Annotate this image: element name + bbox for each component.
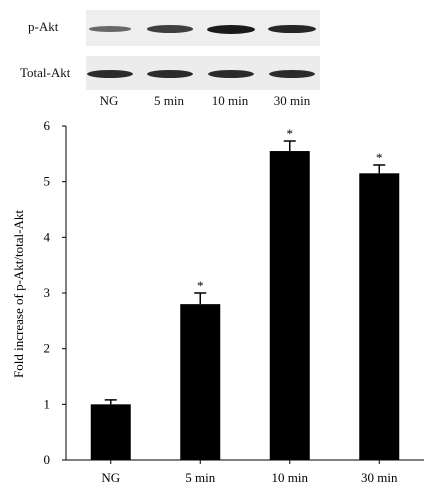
blot-band — [268, 69, 316, 79]
blot-band — [146, 69, 194, 79]
blot-strip-total-akt — [86, 56, 320, 90]
blot-row-label-total-akt: Total-Akt — [20, 65, 71, 80]
blot-lane-label: 10 min — [211, 93, 249, 108]
y-tick-label: 5 — [44, 174, 51, 189]
bar — [90, 404, 131, 460]
significance-marker: * — [197, 278, 204, 293]
bar-chart: Fold increase of p-Akt/total-Akt 0 1 2 3 4 5 6… — [11, 118, 424, 485]
y-tick-label: 2 — [44, 341, 51, 356]
blot-strip-pakt — [86, 10, 320, 46]
y-axis-label: Fold increase of p-Akt/total-Akt — [11, 210, 26, 378]
significance-marker: * — [376, 150, 383, 165]
bar — [180, 304, 221, 460]
y-tick-label: 0 — [44, 452, 51, 467]
bar — [359, 173, 400, 461]
x-tick-label: NG — [101, 470, 120, 485]
blot-band — [86, 69, 134, 79]
x-tick-label: 10 min — [272, 470, 309, 485]
blot-lane-label: 5 min — [154, 93, 184, 108]
blot-lane-label: 30 min — [273, 93, 311, 108]
y-tick-label: 4 — [44, 229, 51, 244]
blot-row-label-pakt: p-Akt — [28, 19, 59, 34]
x-tick-label: 5 min — [185, 470, 215, 485]
blot-band — [268, 24, 316, 34]
blot-band — [207, 69, 255, 79]
blot-band — [207, 24, 255, 34]
western-blot-panel: p-Akt Total-Akt NG 5 min 10 min 30 min — [0, 0, 436, 112]
x-tick-label: 30 min — [361, 470, 398, 485]
y-tick-label: 1 — [44, 396, 51, 411]
blot-band — [88, 26, 132, 32]
blot-lane-label: NG — [99, 93, 119, 108]
significance-marker: * — [287, 126, 294, 141]
y-tick-label: 3 — [44, 285, 51, 300]
bar — [269, 151, 310, 461]
y-tick-label: 6 — [44, 118, 51, 133]
blot-band — [147, 25, 193, 33]
